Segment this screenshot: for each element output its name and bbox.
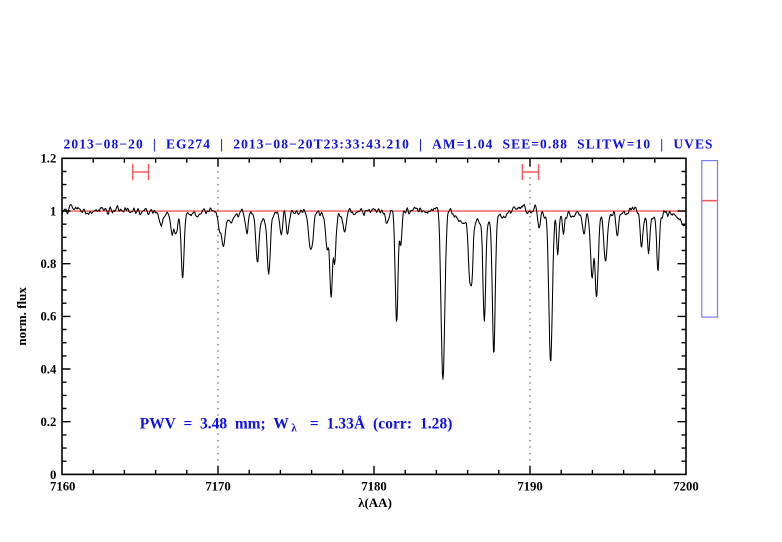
- svg-text:norm. flux: norm. flux: [14, 287, 29, 346]
- svg-text:2013−08−20 | EG274 | 2013−: 2013−08−20 | EG274 | 2013−08−20T23:33:43…: [64, 137, 713, 152]
- svg-text:1.2: 1.2: [40, 152, 56, 166]
- svg-text:λ(AA): λ(AA): [358, 495, 392, 510]
- svg-text:7180: 7180: [361, 480, 386, 494]
- svg-text:λ: λ: [291, 423, 297, 435]
- svg-text:= 1.33Å (corr: 1.28): = 1.33Å (corr: 1.28): [310, 415, 453, 432]
- svg-text:7160: 7160: [50, 480, 75, 494]
- svg-text:7200: 7200: [673, 480, 698, 494]
- svg-text:0.2: 0.2: [40, 415, 56, 429]
- svg-text:0.6: 0.6: [40, 310, 56, 324]
- svg-text:0.4: 0.4: [40, 362, 57, 376]
- svg-text:7170: 7170: [205, 480, 230, 494]
- svg-text:7190: 7190: [517, 480, 542, 494]
- svg-text:0.8: 0.8: [40, 257, 56, 271]
- svg-text:PWV = 3.48 mm; W: PWV = 3.48 mm; W: [140, 415, 290, 432]
- svg-text:1: 1: [50, 204, 56, 218]
- svg-text:0: 0: [50, 468, 56, 482]
